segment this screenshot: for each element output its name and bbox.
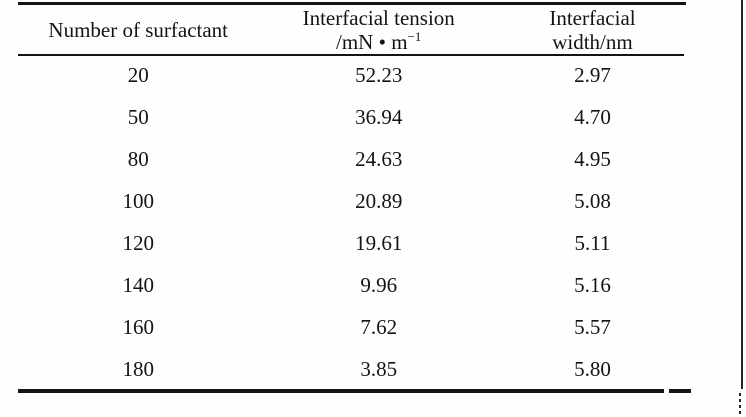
table-top-border: [18, 2, 686, 5]
cell-surfactant-count: 160: [122, 314, 154, 339]
table-row: 80 24.63 4.95: [18, 138, 686, 180]
cell-interfacial-width: 5.80: [574, 356, 611, 381]
scan-artifact-vertical-line: [741, 0, 743, 389]
surfactant-data-table: Number of surfactant Interfacial tension…: [18, 5, 686, 390]
cell-interfacial-width: 4.70: [574, 104, 611, 129]
cell-surfactant-count: 140: [122, 272, 154, 297]
table-row: 20 52.23 2.97: [18, 54, 686, 96]
table-row: 180 3.85 5.80: [18, 348, 686, 390]
cell-surfactant-count: 50: [127, 104, 149, 129]
table-bottom-border: [18, 389, 664, 393]
table-row: 140 9.96 5.16: [18, 264, 686, 306]
cell-surfactant-count: 180: [122, 356, 154, 381]
unit-exponent: −1: [407, 28, 422, 44]
column-header-interfacial-tension: Interfacial tension /mN • m−1: [258, 5, 498, 54]
cell-interfacial-tension: 36.94: [355, 104, 403, 129]
table-row: 50 36.94 4.70: [18, 96, 686, 138]
cell-interfacial-tension: 24.63: [355, 146, 403, 171]
table-row: 160 7.62 5.57: [18, 306, 686, 348]
cell-surfactant-count: 120: [122, 230, 154, 255]
table-row: 120 19.61 5.11: [18, 222, 686, 264]
column-header-number-of-surfactant: Number of surfactant: [18, 5, 258, 54]
cell-interfacial-width: 5.57: [574, 314, 611, 339]
cell-interfacial-tension: 20.89: [355, 188, 403, 213]
cell-surfactant-count: 20: [127, 62, 149, 87]
unit-prefix: /mN • m: [336, 29, 408, 54]
cell-surfactant-count: 100: [122, 188, 154, 213]
column-header-label: Interfacial: [549, 5, 636, 30]
table-bottom-border-dash: [669, 389, 691, 393]
table-header-row: Number of surfactant Interfacial tension…: [18, 5, 686, 54]
cell-interfacial-tension: 3.85: [360, 356, 398, 381]
column-header-interfacial-width: Interfacial width/nm: [499, 5, 686, 54]
table-header-separator: [18, 54, 684, 56]
table-row: 100 20.89 5.08: [18, 180, 686, 222]
scan-artifact-dotted-line: [739, 393, 741, 417]
cell-interfacial-width: 4.95: [574, 146, 611, 171]
cell-interfacial-width: 5.16: [574, 272, 611, 297]
cell-interfacial-tension: 19.61: [355, 230, 403, 255]
cell-interfacial-tension: 9.96: [360, 272, 398, 297]
cell-interfacial-tension: 7.62: [360, 314, 398, 339]
cell-interfacial-tension: 52.23: [355, 62, 403, 87]
cell-interfacial-width: 5.08: [574, 188, 611, 213]
cell-interfacial-width: 2.97: [574, 62, 611, 87]
column-header-label: Interfacial tension: [302, 5, 455, 30]
column-header-label: Number of surfactant: [48, 17, 229, 42]
cell-surfactant-count: 80: [127, 146, 149, 171]
column-header-unit: width/nm: [552, 29, 633, 54]
cell-interfacial-width: 5.11: [574, 230, 611, 255]
column-header-unit: /mN • m−1: [258, 30, 498, 54]
